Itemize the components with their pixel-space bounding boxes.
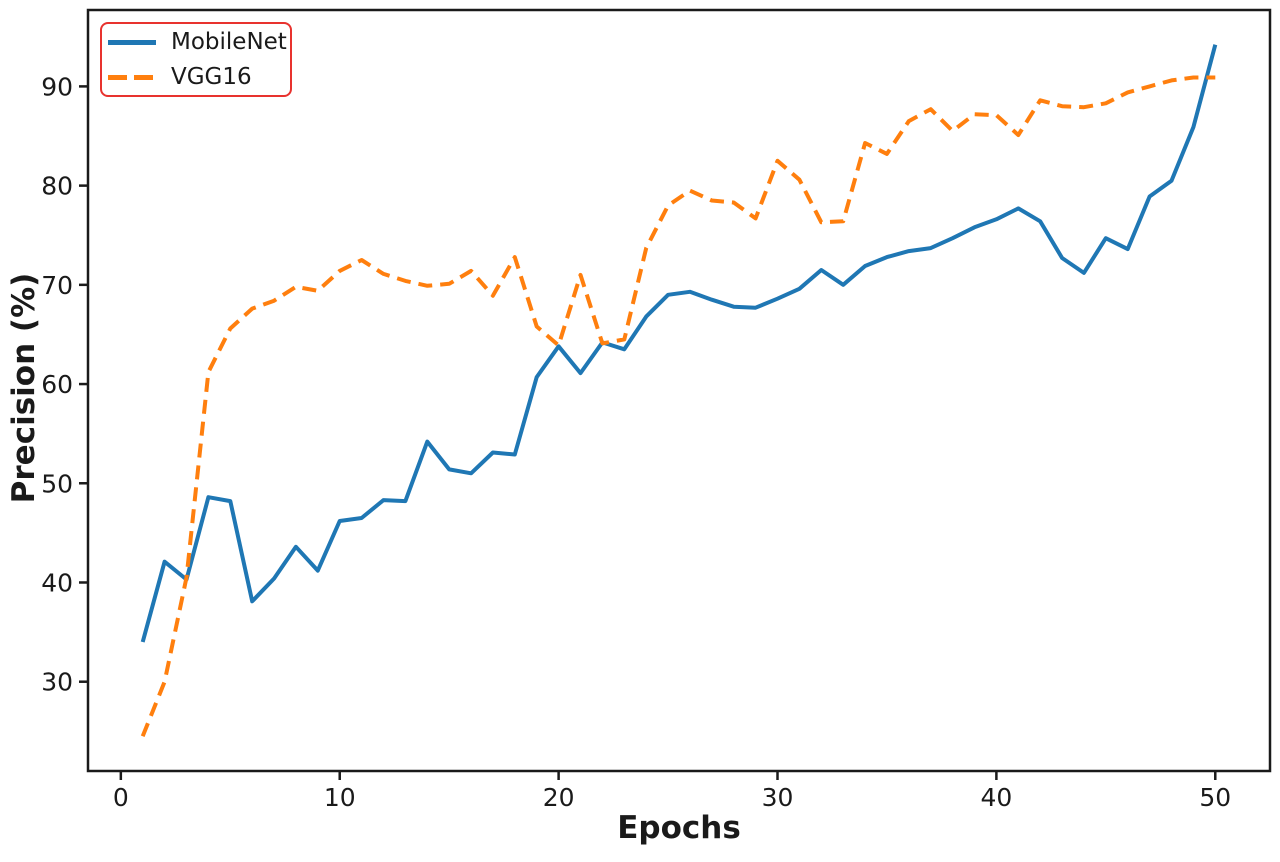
- series-line-mobilenet: [140, 44, 1218, 643]
- vgg16-line-sample-icon: [108, 74, 156, 80]
- legend-item-mobilenet: MobileNet: [108, 25, 290, 60]
- x-tick-label: 30: [762, 783, 794, 812]
- y-tick-label: 80: [41, 172, 73, 201]
- y-tick-label: 30: [41, 668, 73, 697]
- x-tick-label: 40: [980, 783, 1012, 812]
- y-tick-label: 40: [41, 568, 73, 597]
- legend-label-mobilenet: MobileNet: [171, 28, 287, 55]
- x-tick-label: 0: [113, 783, 129, 812]
- axes-spines: [86, 8, 1272, 773]
- y-tick-label: 50: [41, 469, 73, 498]
- series-line-vgg16: [140, 75, 1216, 738]
- x-axis-label: Epochs: [617, 810, 741, 846]
- legend-label-vgg16: VGG16: [171, 63, 252, 90]
- x-tick-label: 50: [1199, 783, 1231, 812]
- mobilenet-line-sample-icon: [108, 39, 156, 45]
- y-tick-label: 70: [41, 271, 73, 300]
- y-tick-label: 60: [41, 370, 73, 399]
- legend-item-vgg16: VGG16: [108, 60, 290, 95]
- x-tick-label: 20: [543, 783, 575, 812]
- y-tick-label: 90: [41, 72, 73, 101]
- y-axis-label: Precision (%): [6, 272, 42, 504]
- x-tick-label: 10: [324, 783, 356, 812]
- legend: MobileNet VGG16: [100, 22, 292, 97]
